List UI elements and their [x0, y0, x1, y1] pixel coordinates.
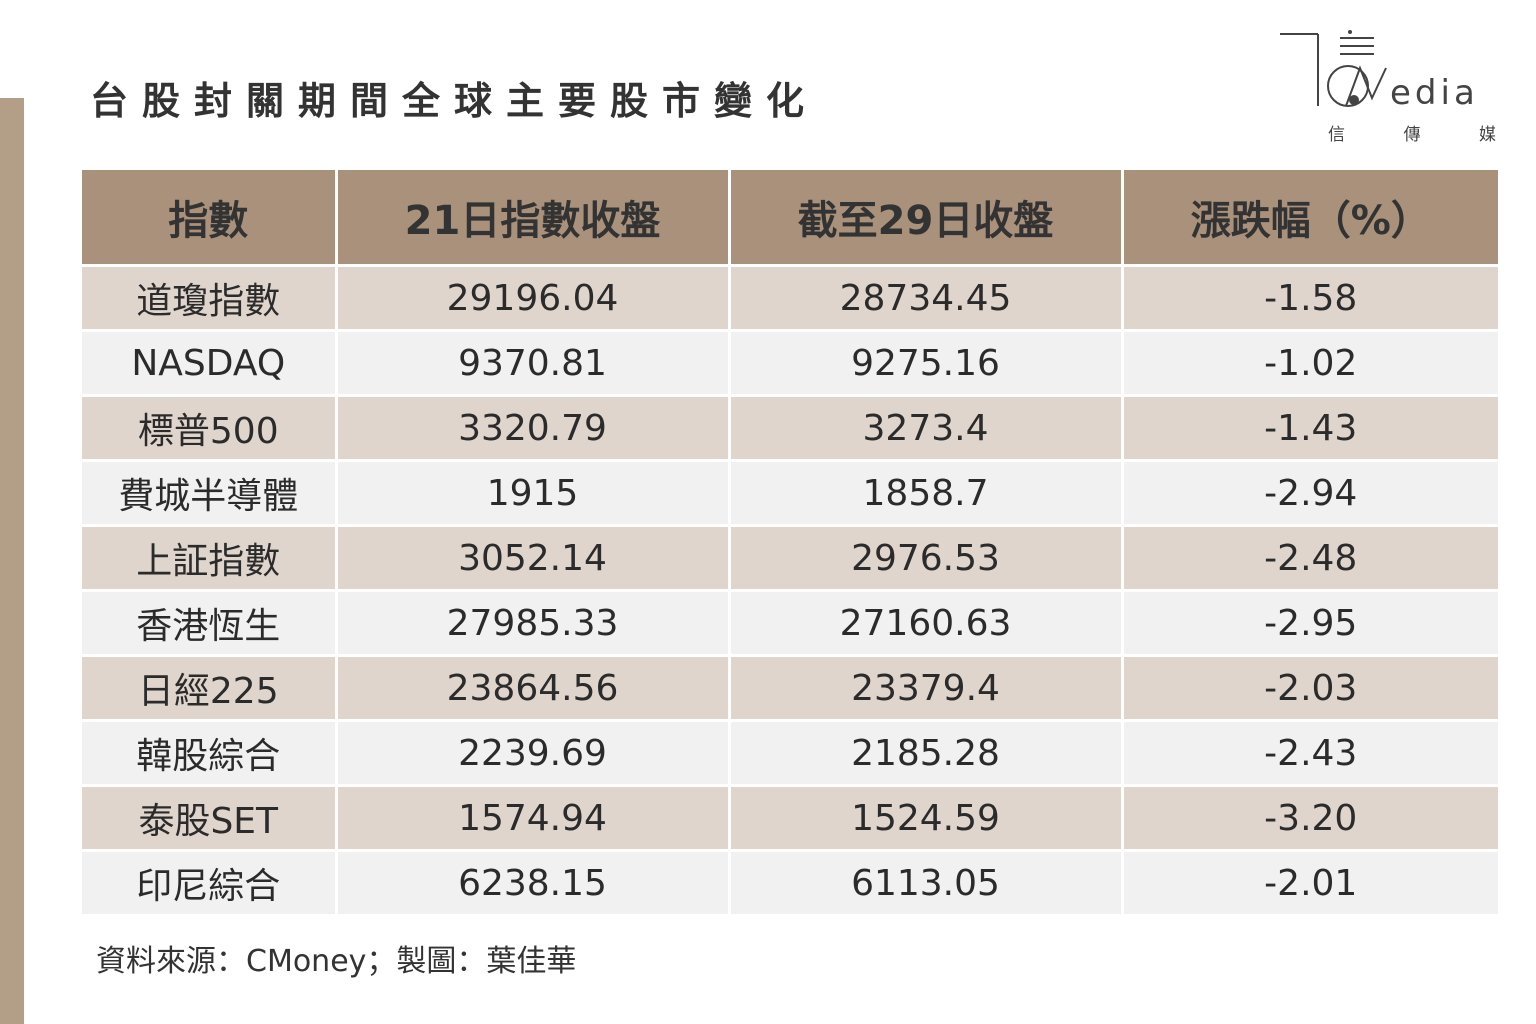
table-row: 費城半導體 1915 1858.7 -2.94 — [82, 460, 1498, 527]
index-name-cell: 標普500 — [82, 395, 338, 462]
close-29-cell: 23379.4 — [729, 655, 1124, 722]
logo-sub-char: 傳 — [1403, 125, 1421, 145]
table-row: NASDAQ 9370.81 9275.16 -1.02 — [82, 330, 1498, 397]
change-pct-cell: -2.01 — [1122, 850, 1498, 917]
index-name-cell: 費城半導體 — [82, 460, 338, 527]
table-row: 韓股綜合 2239.69 2185.28 -2.43 — [82, 720, 1498, 787]
close-29-cell: 27160.63 — [729, 590, 1124, 657]
change-pct-cell: -3.20 — [1122, 785, 1498, 852]
close-21-cell: 29196.04 — [336, 265, 731, 332]
close-29-cell: 3273.4 — [729, 395, 1124, 462]
table-row: 日經225 23864.56 23379.4 -2.03 — [82, 655, 1498, 722]
logo-sub-char: 媒 — [1479, 125, 1496, 145]
table-row: 標普500 3320.79 3273.4 -1.43 — [82, 395, 1498, 462]
column-header: 截至29日收盤 — [729, 170, 1124, 267]
close-21-cell: 3320.79 — [336, 395, 731, 462]
close-21-cell: 9370.81 — [336, 330, 731, 397]
table-row: 印尼綜合 6238.15 6113.05 -2.01 — [82, 850, 1498, 917]
index-name-cell: 泰股SET — [82, 785, 338, 852]
page-title: 台股封關期間全球主要股市變化 — [90, 79, 819, 123]
close-29-cell: 28734.45 — [729, 265, 1124, 332]
close-29-cell: 1524.59 — [729, 785, 1124, 852]
close-21-cell: 1915 — [336, 460, 731, 527]
tcmedia-logo: edia 信 傳 媒 — [1278, 28, 1498, 146]
table-row: 上証指數 3052.14 2976.53 -2.48 — [82, 525, 1498, 592]
index-name-cell: 香港恆生 — [82, 590, 338, 657]
change-pct-cell: -2.03 — [1122, 655, 1498, 722]
close-21-cell: 1574.94 — [336, 785, 731, 852]
source-note: 資料來源：CMoney；製圖：葉佳華 — [96, 944, 577, 979]
column-header: 指數 — [82, 170, 338, 267]
change-pct-cell: -1.02 — [1122, 330, 1498, 397]
change-pct-cell: -2.94 — [1122, 460, 1498, 527]
close-21-cell: 23864.56 — [336, 655, 731, 722]
table-row: 泰股SET 1574.94 1524.59 -3.20 — [82, 785, 1498, 852]
change-pct-cell: -1.58 — [1122, 265, 1498, 332]
close-21-cell: 2239.69 — [336, 720, 731, 787]
table-body: 道瓊指數 29196.04 28734.45 -1.58 NASDAQ 9370.81 92… — [82, 265, 1498, 917]
column-header: 21日指數收盤 — [336, 170, 731, 267]
change-pct-cell: -1.43 — [1122, 395, 1498, 462]
table-row: 道瓊指數 29196.04 28734.45 -1.58 — [82, 265, 1498, 332]
close-29-cell: 1858.7 — [729, 460, 1124, 527]
close-21-cell: 6238.15 — [336, 850, 731, 917]
close-29-cell: 2185.28 — [729, 720, 1124, 787]
table-row: 香港恆生 27985.33 27160.63 -2.95 — [82, 590, 1498, 657]
change-pct-cell: -2.48 — [1122, 525, 1498, 592]
index-name-cell: 道瓊指數 — [82, 265, 338, 332]
market-table: 指數 21日指數收盤 截至29日收盤 漲跌幅（%） 道瓊指數 29196.04 28… — [82, 170, 1498, 917]
logo-subtitle: 信 傳 媒 — [1328, 120, 1496, 145]
column-header: 漲跌幅（%） — [1122, 170, 1498, 267]
close-29-cell: 2976.53 — [729, 525, 1124, 592]
close-29-cell: 9275.16 — [729, 330, 1124, 397]
close-29-cell: 6113.05 — [729, 850, 1124, 917]
index-name-cell: 日經225 — [82, 655, 338, 722]
logo-wordmark: edia — [1390, 73, 1479, 113]
index-name-cell: 韓股綜合 — [82, 720, 338, 787]
logo-sub-char: 信 — [1328, 125, 1345, 145]
index-name-cell: 印尼綜合 — [82, 850, 338, 917]
table-header-row: 指數 21日指數收盤 截至29日收盤 漲跌幅（%） — [82, 170, 1498, 267]
close-21-cell: 3052.14 — [336, 525, 731, 592]
change-pct-cell: -2.95 — [1122, 590, 1498, 657]
change-pct-cell: -2.43 — [1122, 720, 1498, 787]
left-accent-bar — [0, 98, 24, 1024]
index-name-cell: NASDAQ — [82, 330, 338, 397]
logo-mark: edia — [1280, 30, 1479, 113]
close-21-cell: 27985.33 — [336, 590, 731, 657]
index-name-cell: 上証指數 — [82, 525, 338, 592]
